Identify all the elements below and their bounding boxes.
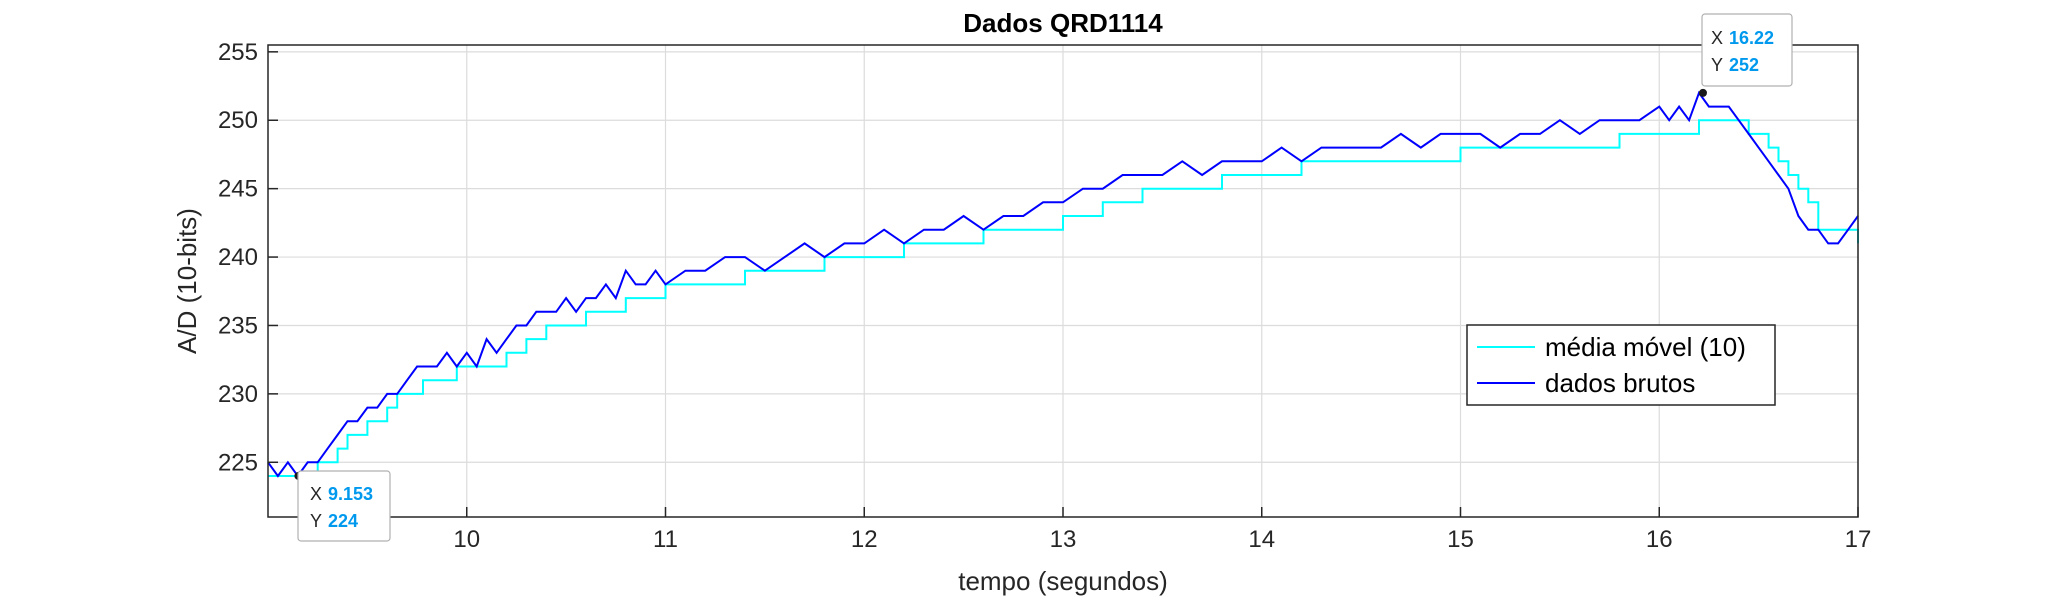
series-layer [267, 90, 1859, 478]
legend-label-media-movel: média móvel (10) [1545, 332, 1746, 362]
datatip-marker [1698, 88, 1707, 97]
y-tick-label: 240 [218, 244, 258, 271]
chart-title: Dados QRD1114 [963, 8, 1163, 38]
ticks [268, 51, 1859, 517]
datatip-x-label: X [310, 484, 322, 504]
x-tick-label: 14 [1248, 526, 1275, 553]
legend-label-dados-brutos: dados brutos [1545, 368, 1695, 398]
y-tick-label: 230 [218, 381, 258, 408]
y-tick-label: 235 [218, 312, 258, 339]
x-tick-label: 17 [1845, 526, 1872, 553]
legend: média móvel (10) dados brutos [1466, 324, 1776, 406]
x-tick-label: 11 [653, 526, 678, 553]
datatip-y-label: Y [310, 511, 322, 531]
y-tick-label: 250 [218, 107, 258, 134]
datatip-x-label: X [1711, 28, 1723, 48]
legend-box [1466, 324, 1776, 406]
datatip-x-value: 9.153 [328, 484, 373, 504]
series-line-dados-brutos [267, 90, 1859, 478]
datatip-y-value: 252 [1729, 55, 1759, 75]
series-line-media-movel [268, 119, 1859, 477]
datatip-y-label: Y [1711, 55, 1723, 75]
y-tick-label: 245 [218, 176, 258, 203]
datatip-x-value: 16.22 [1729, 28, 1774, 48]
tick-labels: 10 11 12 13 14 15 16 17 225 230 235 240 245 250 255 [218, 39, 1871, 553]
x-tick-label: 15 [1447, 526, 1474, 553]
y-axis-label: A/D (10-bits) [172, 208, 202, 354]
datatip-box [1701, 13, 1793, 87]
x-tick-label: 10 [453, 526, 480, 553]
x-axis-label: tempo (segundos) [958, 566, 1168, 596]
datatip-left[interactable]: X 9.153 Y 224 [294, 470, 391, 542]
datatip-box [297, 470, 391, 542]
y-tick-label: 255 [218, 39, 258, 66]
x-tick-label: 12 [851, 526, 878, 553]
datatip-y-value: 224 [328, 511, 358, 531]
datatip-right[interactable]: X 16.22 Y 252 [1698, 13, 1793, 97]
y-tick-label: 225 [218, 449, 258, 476]
x-tick-label: 16 [1646, 526, 1673, 553]
x-tick-label: 13 [1050, 526, 1077, 553]
